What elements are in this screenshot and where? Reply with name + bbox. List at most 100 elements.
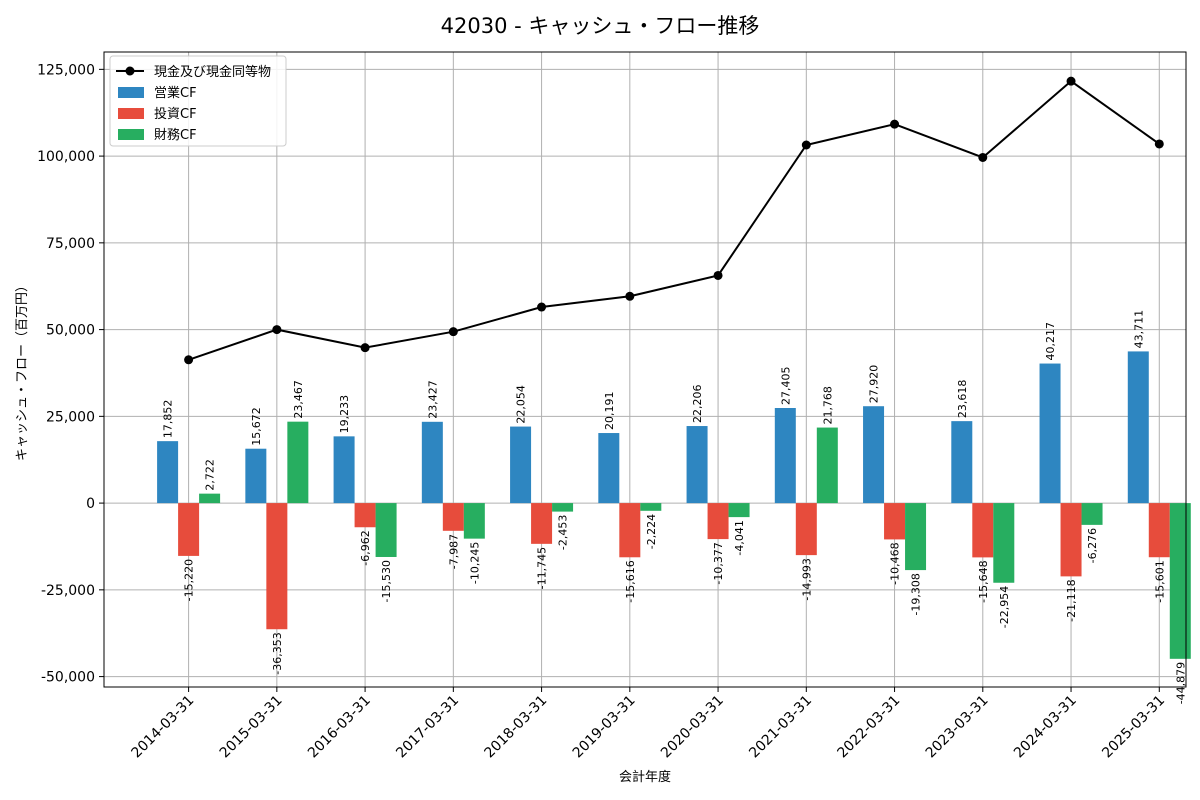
- bar-財務CF: [1169, 503, 1191, 659]
- bar-value-label: -10,377: [712, 542, 725, 584]
- cash-line-point: [448, 327, 458, 337]
- bar-value-label: -10,468: [889, 542, 902, 584]
- x-tick-label: 2018-03-31: [482, 693, 551, 762]
- bar-投資CF: [266, 503, 288, 630]
- bar-value-label: 2,722: [204, 459, 217, 491]
- bar-営業CF: [421, 421, 443, 504]
- bar-財務CF: [728, 503, 750, 518]
- bar-営業CF: [1127, 351, 1149, 504]
- bar-投資CF: [1060, 503, 1082, 577]
- bar-value-label: -15,220: [183, 559, 196, 601]
- bar-営業CF: [774, 407, 796, 504]
- bar-営業CF: [510, 426, 532, 504]
- cash-line: [184, 76, 1164, 365]
- y-tick-label: 125,000: [37, 62, 95, 78]
- cash-line-point: [1066, 76, 1076, 86]
- bar-財務CF: [375, 503, 397, 557]
- bar-財務CF: [905, 503, 927, 571]
- bar-value-label: -14,993: [800, 558, 813, 600]
- bar-value-label: -6,962: [359, 530, 372, 565]
- x-axis: 2014-03-31 2015-03-31 2016-03-31 2017-03-31…: [129, 687, 1168, 762]
- bar-value-label: 21,768: [821, 386, 834, 425]
- bar-value-label: -36,353: [271, 632, 284, 674]
- bar-value-label: -2,224: [645, 514, 658, 549]
- legend-line-marker: [125, 66, 135, 76]
- x-tick-label: 2025-03-31: [1099, 693, 1168, 762]
- bar-投資CF: [619, 503, 641, 558]
- x-tick-label: 2017-03-31: [393, 693, 462, 762]
- x-tick-label: 2020-03-31: [658, 693, 727, 762]
- bar-value-label: 43,711: [1132, 310, 1145, 349]
- bar-labels: 17,852 15,672 19,233 23,427 22,054 20,191 22,2…: [162, 310, 1188, 704]
- cash-line-point: [978, 152, 988, 162]
- bar-value-label: -11,745: [536, 547, 549, 589]
- x-tick-label: 2023-03-31: [923, 693, 992, 762]
- bar-value-label: 40,217: [1044, 322, 1057, 361]
- bar-value-label: 27,405: [779, 366, 792, 405]
- bar-財務CF: [463, 503, 485, 539]
- x-axis-label: 会計年度: [619, 769, 671, 785]
- bar-value-label: 23,618: [956, 380, 969, 419]
- bar-投資CF: [354, 503, 376, 528]
- bar-value-label: 27,920: [868, 365, 881, 404]
- bar-value-label: 22,054: [515, 385, 528, 424]
- legend-swatch: [118, 87, 144, 98]
- legend-box: [109, 55, 287, 147]
- cash-line-point: [360, 343, 370, 353]
- bar-営業CF: [598, 433, 620, 504]
- bar-投資CF: [795, 503, 817, 556]
- bar-投資CF: [1148, 503, 1170, 558]
- legend-label: 営業CF: [154, 85, 197, 101]
- cash-line-point: [713, 270, 723, 280]
- bar-value-label: -19,308: [910, 573, 923, 615]
- bar-財務CF: [640, 503, 662, 511]
- x-tick-label: 2022-03-31: [835, 693, 904, 762]
- cash-line-point: [272, 325, 282, 335]
- y-tick-label: 75,000: [46, 236, 95, 252]
- bar-value-label: 23,467: [292, 380, 305, 419]
- bars: [157, 351, 1191, 659]
- bar-財務CF: [993, 503, 1015, 583]
- x-tick-label: 2015-03-31: [217, 693, 286, 762]
- cash-line-point: [1154, 139, 1164, 149]
- bar-value-label: 20,191: [603, 392, 616, 431]
- x-tick-label: 2021-03-31: [746, 693, 815, 762]
- bar-value-label: -7,987: [447, 534, 460, 569]
- bar-value-label: -10,245: [468, 542, 481, 584]
- x-tick-label: 2014-03-31: [129, 693, 198, 762]
- bar-財務CF: [1081, 503, 1103, 525]
- bar-投資CF: [178, 503, 200, 556]
- bar-投資CF: [442, 503, 464, 531]
- grid: [104, 52, 1186, 687]
- cash-line-point: [184, 355, 194, 365]
- bar-value-label: -15,648: [977, 560, 990, 602]
- bar-財務CF: [816, 427, 838, 504]
- cash-line-point: [625, 291, 635, 301]
- bar-財務CF: [552, 503, 574, 512]
- bar-value-label: -15,601: [1153, 560, 1166, 602]
- bar-value-label: -2,453: [557, 515, 570, 550]
- x-tick-label: 2024-03-31: [1011, 693, 1080, 762]
- bar-営業CF: [245, 448, 267, 504]
- legend-label: 財務CF: [154, 128, 197, 143]
- cash-line-path: [188, 79, 1160, 361]
- bar-投資CF: [707, 503, 729, 540]
- bar-営業CF: [157, 441, 179, 504]
- bar-営業CF: [951, 421, 973, 504]
- y-tick-label: -25,000: [41, 583, 95, 599]
- cash-line-point: [537, 302, 547, 312]
- plot-frame: [103, 51, 1187, 688]
- bar-営業CF: [686, 426, 708, 504]
- bar-value-label: 17,852: [162, 400, 175, 439]
- legend-swatch: [118, 129, 144, 140]
- bar-value-label: 23,427: [426, 380, 439, 419]
- bar-value-label: -21,118: [1065, 579, 1078, 621]
- chart-title: 42030 - キャッシュ・フロー推移: [441, 14, 760, 38]
- x-tick-label: 2019-03-31: [570, 693, 639, 762]
- y-axis: -50,000 -25,000 0 25,000 50,000 75,000 100,000…: [37, 62, 104, 686]
- legend-label: 投資CF: [154, 106, 197, 122]
- bar-value-label: -6,276: [1086, 528, 1099, 563]
- cash-line-point: [801, 140, 811, 150]
- bar-投資CF: [531, 503, 553, 544]
- bar-財務CF: [199, 493, 221, 504]
